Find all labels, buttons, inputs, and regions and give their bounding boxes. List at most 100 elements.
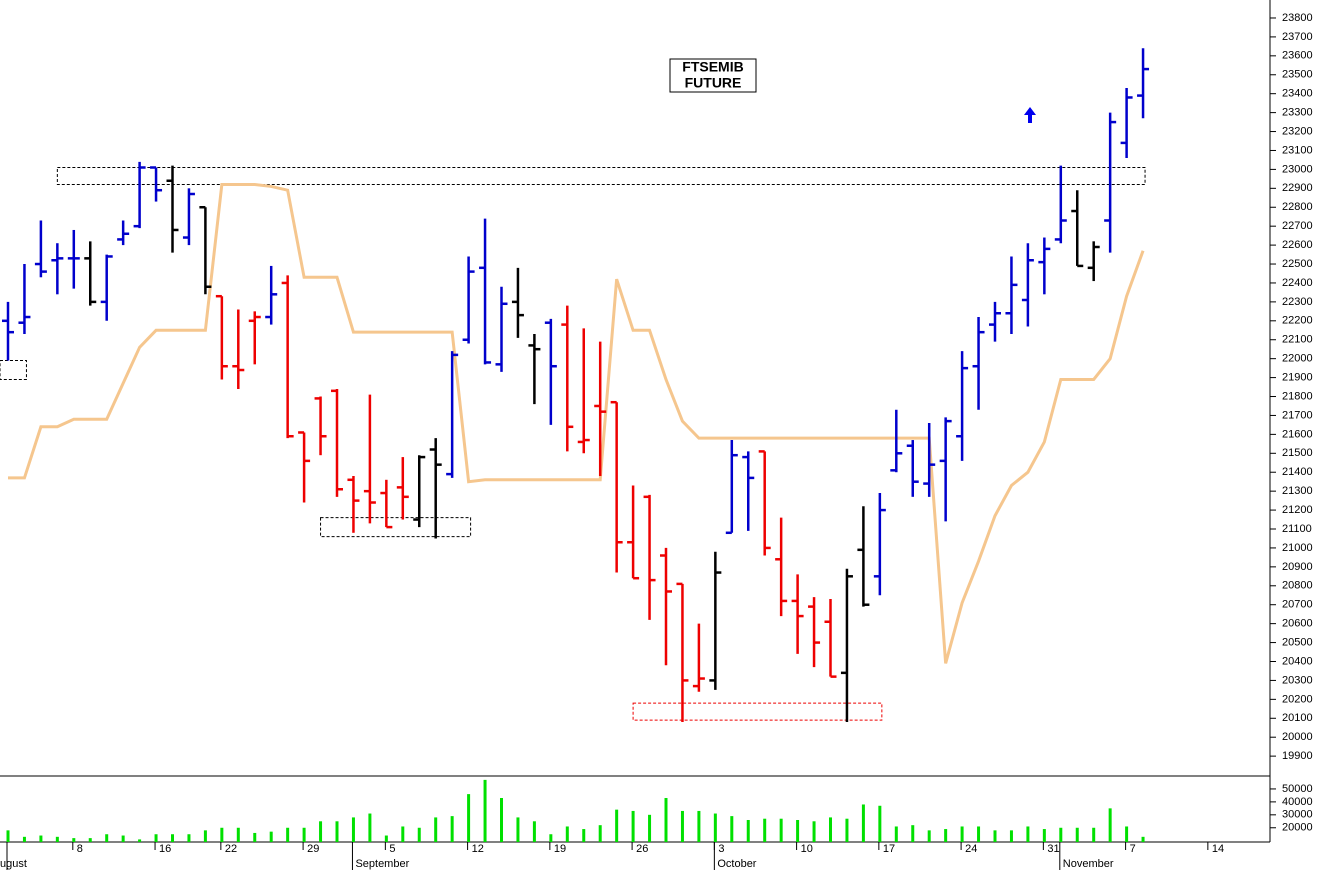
y-tick-label: 21400 — [1282, 466, 1313, 478]
y-tick-label: 20500 — [1282, 636, 1313, 648]
y-tick-label: 21200 — [1282, 504, 1313, 516]
indicator-line — [8, 183, 1145, 664]
chart-title: FUTURE — [685, 75, 742, 91]
x-tick-label: 29 — [307, 843, 319, 855]
volume-bar — [911, 825, 915, 842]
y-tick-label: 20000 — [1282, 731, 1313, 743]
x-tick-label: 22 — [225, 843, 237, 855]
volume-bar — [88, 838, 92, 842]
y-tick-label: 21600 — [1282, 428, 1313, 440]
volume-bar — [1042, 829, 1046, 842]
volume-bar — [450, 816, 454, 842]
y-tick-label: 22000 — [1282, 353, 1313, 365]
y-tick-label: 21700 — [1282, 409, 1313, 421]
y-tick-label: 19900 — [1282, 750, 1313, 762]
y-tick-label: 23700 — [1282, 31, 1313, 43]
volume-bar — [993, 830, 997, 842]
volume-bar — [829, 817, 832, 842]
volume-bar — [351, 817, 355, 842]
y-tick-label: 22100 — [1282, 334, 1313, 346]
volume-bar — [977, 826, 981, 842]
y-tick-label: 21900 — [1282, 371, 1313, 383]
volume-bar — [483, 779, 487, 842]
volume-bar — [631, 810, 635, 842]
x-tick-label: 17 — [883, 843, 895, 855]
volume-bar — [384, 835, 388, 842]
y-tick-label: 22900 — [1282, 182, 1313, 194]
y-tick-label: 23800 — [1282, 12, 1313, 24]
volume-bar — [401, 826, 405, 842]
x-tick-label: 8 — [77, 843, 83, 855]
volume-bar — [269, 831, 273, 842]
y-tick-label: 21100 — [1282, 523, 1312, 535]
x-tick-label: 7 — [1130, 843, 1136, 855]
volume-bar — [467, 794, 471, 842]
volume-bar — [730, 816, 734, 842]
volume-bar — [39, 835, 43, 842]
volume-bar — [203, 830, 207, 842]
volume-bar — [319, 821, 323, 842]
volume-bar — [121, 835, 125, 842]
volume-bar — [812, 821, 816, 842]
month-label: ugust — [0, 858, 27, 870]
volume-bar — [845, 818, 849, 842]
x-tick-label: 19 — [554, 843, 566, 855]
volume-tick-label: 50000 — [1282, 783, 1313, 795]
volume-bar — [927, 830, 931, 842]
volume-bar — [582, 829, 586, 842]
volume-tick-label: 30000 — [1282, 809, 1313, 821]
volume-bar — [960, 826, 964, 842]
volume-bar — [220, 827, 224, 842]
x-tick-label: 3 — [718, 843, 724, 855]
volume-bar — [697, 810, 701, 842]
volume-bar — [680, 810, 684, 842]
y-tick-label: 23100 — [1282, 144, 1313, 156]
x-tick-label: 16 — [159, 843, 171, 855]
volume-bar — [302, 827, 306, 842]
x-tick-label: 26 — [636, 843, 648, 855]
volume-bar — [335, 821, 339, 842]
y-tick-label: 23300 — [1282, 107, 1313, 119]
volume-bar — [861, 804, 865, 842]
y-tick-label: 22700 — [1282, 220, 1313, 232]
y-tick-label: 20400 — [1282, 655, 1313, 667]
y-tick-label: 23200 — [1282, 125, 1313, 137]
volume-bar — [22, 836, 26, 842]
volume-bar — [664, 798, 668, 842]
volume-bar — [1009, 830, 1013, 842]
volume-bar — [138, 839, 142, 842]
y-tick-label: 22600 — [1282, 239, 1313, 251]
volume-bar — [598, 825, 602, 842]
y-tick-label: 20800 — [1282, 580, 1313, 592]
y-tick-label: 20600 — [1282, 618, 1313, 630]
volume-bar — [171, 834, 174, 842]
x-tick-label: 31 — [1047, 843, 1059, 855]
title-box — [669, 58, 757, 93]
y-tick-label: 23500 — [1282, 69, 1313, 81]
volume-bar — [1141, 836, 1145, 842]
y-tick-label: 22500 — [1282, 258, 1313, 270]
zone — [0, 360, 27, 380]
y-tick-label: 23000 — [1282, 163, 1313, 175]
volume-bar — [763, 818, 767, 842]
month-label: November — [1063, 858, 1114, 870]
volume-bar — [746, 820, 750, 842]
month-label: October — [717, 858, 756, 870]
zone — [320, 517, 472, 538]
x-tick-label: 12 — [472, 843, 484, 855]
volume-bar — [615, 809, 619, 842]
y-tick-label: 21300 — [1282, 485, 1313, 497]
y-tick-label: 20200 — [1282, 693, 1313, 705]
volume-bar — [878, 805, 882, 842]
y-tick-label: 21000 — [1282, 542, 1313, 554]
zone — [56, 167, 1146, 186]
volume-bar — [417, 827, 421, 842]
volume-bar — [944, 829, 948, 842]
volume-bar — [500, 798, 503, 842]
y-tick-label: 22300 — [1282, 296, 1313, 308]
month-label: September — [355, 858, 409, 870]
volume-bar — [187, 834, 191, 842]
